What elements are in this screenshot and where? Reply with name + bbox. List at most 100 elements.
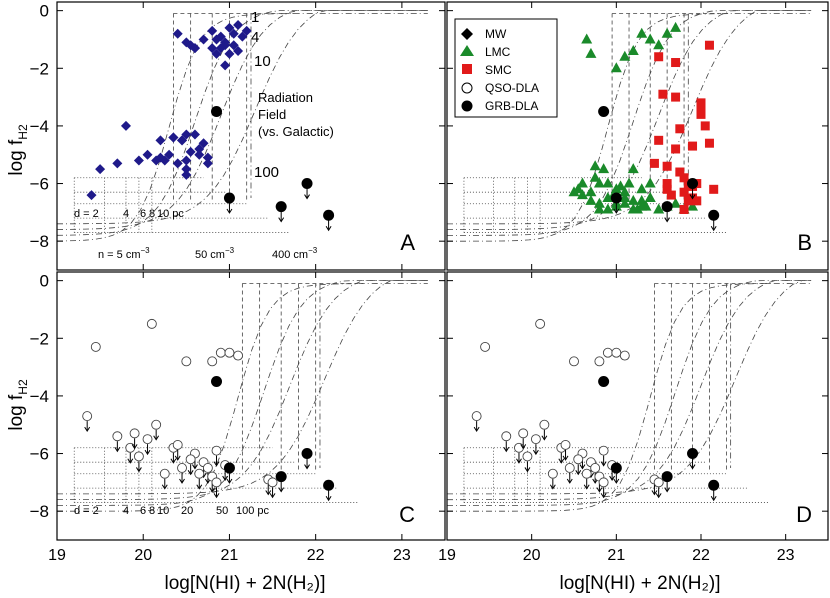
radiation-field-label-3: (vs. Galactic) [258,124,334,139]
panel-frame-1 [446,1,829,271]
point-grb-dla-c-3 [301,448,313,460]
radiation-field-label-2: Field [258,107,286,122]
point-qso-dla-d-10-arrow-head [558,458,565,464]
y-tick-label: −4 [30,117,49,136]
point-qso-dla-c-22 [177,463,187,473]
point-qso-dla-c-2-arrow-head [114,446,121,453]
curve-label-10: 10 [254,53,271,70]
x-tick-label: 19 [48,547,66,564]
point-lmc-b-11 [619,191,631,202]
point-lmc-b-25 [636,200,648,211]
density-label-50: 50 cm−3 [195,246,235,261]
point-qso-dla-d-9-arrow-head [549,484,556,490]
point-grb-dla-d-0 [598,376,610,388]
point-lmc-b-39 [644,191,656,202]
point-qso-dla-d-23-arrow-head [575,470,582,476]
y-tick-label: −6 [30,175,49,194]
distance-label-c-4: 4 [123,505,129,517]
point-qso-dla-c-1 [90,341,101,352]
point-qso-dla-d-16 [598,445,609,456]
point-qso-dla-c-8 [151,419,162,430]
x-tick-label: 20 [523,547,541,564]
point-qso-dla-d-22-arrow-head [566,478,573,484]
distance-label-a-8: 8 [149,208,155,220]
point-qso-dla-c-9-arrow-head [161,484,168,490]
point-mw-a-16 [194,149,205,160]
point-grb-dla-c-1 [223,462,235,474]
point-grb-dla-d-1-arrow-head [613,478,620,484]
point-mw-a-8 [159,155,170,166]
point-mw-a-36 [224,48,235,59]
point-grb-dla-d-2 [661,471,673,483]
point-qso-dla-d-21 [560,439,571,450]
y-tick-label: 0 [40,272,49,291]
point-mw-a-2 [112,158,123,169]
point-mw-a-24 [228,28,239,39]
x-tick-label: 23 [777,547,795,564]
point-grb-dla-b-1 [610,192,622,204]
point-smc-b-0 [649,158,659,168]
distance-label-c-100: 100 pc [236,505,270,517]
distance-label-a-10: 10 pc [157,208,184,220]
axes-frame-layer: 0 −2 −4 −6 −8 0 −2 −4 −6 −8 19 20 21 22 23 19 20 21 22 23 [30,1,829,564]
point-lmc-b-49 [644,33,656,44]
point-qso-dla-d-16-arrow-head [600,461,607,467]
point-grb-dla-c-0 [211,376,223,388]
model-curve-1-3 [447,10,812,225]
point-grb-dla-a-4 [323,209,335,221]
point-grb-dla-a-1-arrow-head [226,208,233,214]
point-smc-b-11 [696,98,706,108]
point-qso-dla-c-22-arrow-head [179,478,185,484]
point-lmc-b-24 [627,163,639,174]
point-qso-dla-c-24 [194,468,205,479]
point-grb-dla-b-4 [708,209,720,221]
point-qso-dla-d-4-arrow-head [520,444,527,450]
model-grid-layer [56,10,812,512]
point-mw-a-0 [86,190,97,201]
point-lmc-b-21 [602,203,614,214]
point-smc-b-23 [671,144,681,154]
point-qso-dla-c-16-arrow-head [213,461,220,467]
model-curve-0-3 [57,10,428,225]
legend-label-qso: QSO-DLA [485,81,539,95]
point-smc-b-1 [654,52,664,62]
point-qso-dla-c-27-arrow-head [265,490,272,496]
legend-item-smc: SMC [462,63,512,77]
point-grb-dla-b-2-arrow-head [664,217,671,223]
point-mw-a-49 [181,164,192,175]
point-grb-dla-c-4 [323,479,335,491]
model-curve-3-3 [447,280,812,495]
point-qso-dla-c-5 [133,451,144,462]
legend-item-grb: GRB-DLA [461,99,538,113]
point-grb-dla-a-4-arrow-head [325,225,332,232]
point-lmc-b-45 [610,62,622,73]
density-label-5: n = 5 cm−3 [98,246,150,261]
legend-label-mw: MW [485,27,507,41]
point-smc-b-26 [696,109,706,119]
radiation-field-label-1: Radiation [258,90,313,105]
point-mw-a-18 [202,152,213,163]
legend-filled-circle-icon [461,100,473,112]
x-tick-label: 21 [607,547,625,564]
distance-label-c-50: 50 [216,505,228,517]
point-grb-dla-c-2-arrow-head [278,487,285,493]
point-lmc-b-37 [627,203,639,214]
point-grb-dla-b-4-arrow-head [710,225,717,232]
distance-label-c-20: 20 [181,505,193,517]
point-mw-a-42 [202,158,213,169]
point-grb-dla-a-1 [223,192,235,204]
point-qso-dla-d-6 [530,434,541,445]
point-qso-dla-d-28 [653,477,664,488]
y-tick-label: −2 [30,59,49,78]
point-grb-dla-c-4-arrow-head [325,495,332,502]
legend-diamond-icon [461,28,473,40]
x-tick-label: 20 [134,547,152,564]
point-mw-a-17 [198,138,209,149]
y-tick-label: −8 [30,502,49,521]
distance-label-c-6: 6 [140,505,146,517]
point-lmc-b-5 [593,197,605,208]
point-mw-a-34 [215,31,226,42]
point-mw-a-14 [185,146,196,157]
point-qso-dla-c-14 [202,463,213,473]
